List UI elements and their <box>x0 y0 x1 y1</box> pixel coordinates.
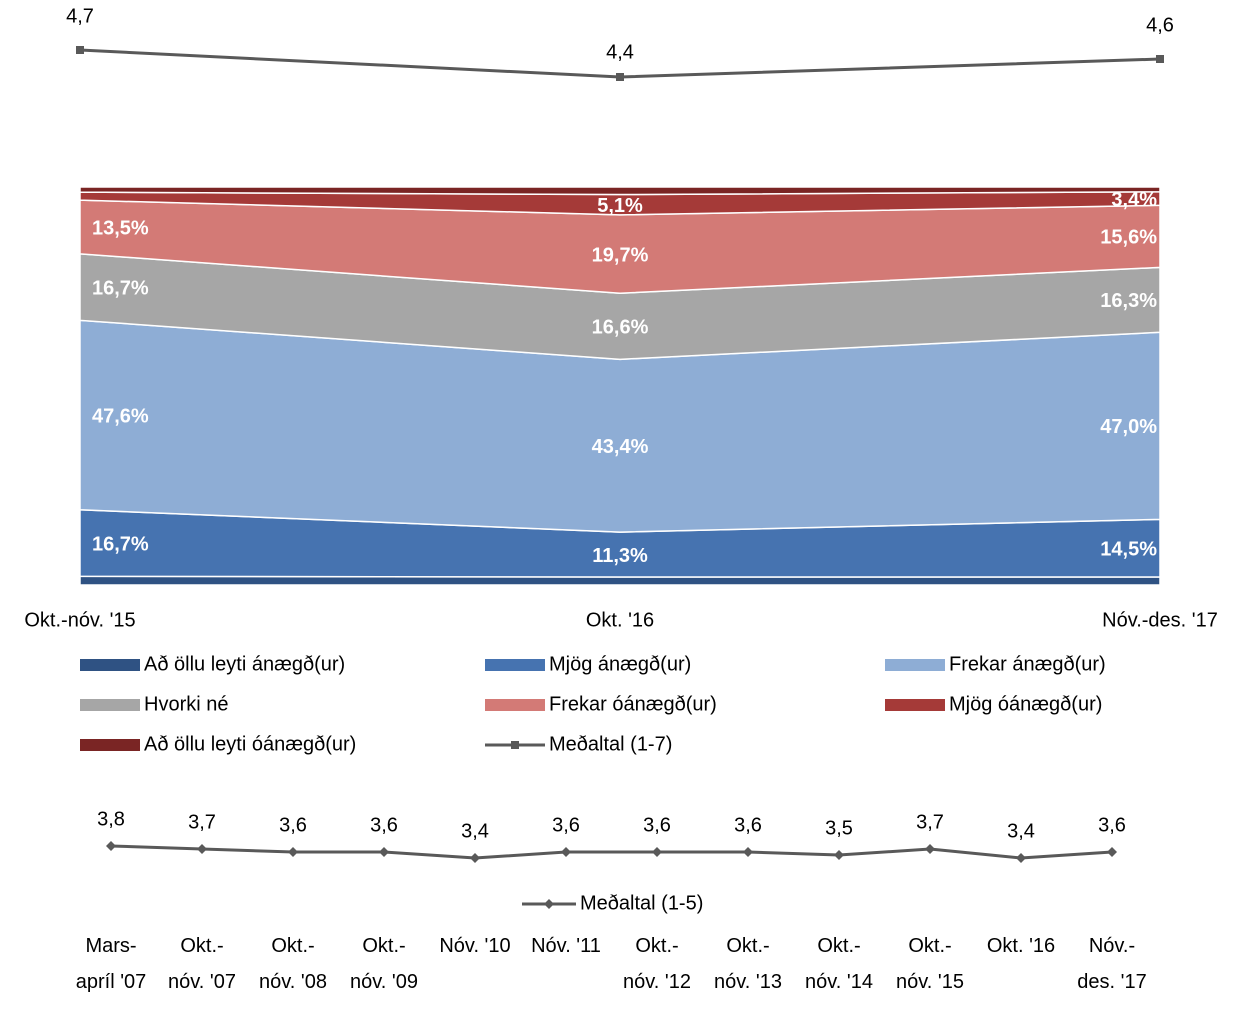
mean-label: 4,6 <box>1146 14 1174 36</box>
x-tick-label: Okt.- nóv. '08 <box>259 935 327 993</box>
legend-swatch <box>544 899 554 909</box>
legend-label: Frekar óánægð(ur) <box>549 693 717 715</box>
x-tick-label: Mars- apríl '07 <box>75 935 147 993</box>
data-label: 3,6 <box>370 814 398 836</box>
legend-swatch <box>485 659 545 671</box>
legend-swatch <box>885 699 945 711</box>
data-label: 47,6% <box>92 405 149 427</box>
legend-label: Mjög ánægð(ur) <box>549 653 691 675</box>
legend-label: Frekar ánægð(ur) <box>949 653 1106 675</box>
data-label: 16,7% <box>92 533 149 555</box>
line <box>110 844 1113 860</box>
x-tick-label: Nóv.- des. '17 <box>1077 935 1147 993</box>
mean-label: 4,4 <box>606 41 634 63</box>
marker <box>652 847 662 857</box>
marker <box>1016 853 1026 863</box>
data-label: 3,4% <box>1111 189 1157 211</box>
data-label: 11,3% <box>592 545 648 567</box>
data-label: 3,6 <box>1098 814 1126 836</box>
legend-swatch <box>80 659 140 671</box>
legend-label: Að öllu leyti óánægð(ur) <box>144 733 356 755</box>
mean-marker <box>76 46 84 54</box>
data-label: 3,6 <box>734 814 762 836</box>
marker <box>834 850 844 860</box>
data-label: 3,4 <box>1007 820 1035 842</box>
legend-label: Hvorki né <box>144 693 228 715</box>
data-label: 13,5% <box>92 217 149 239</box>
data-label: 16,6% <box>592 317 649 339</box>
x-tick-label: Okt.- nóv. '09 <box>350 935 418 993</box>
marker <box>197 844 207 854</box>
data-label: 16,7% <box>92 277 149 299</box>
mean-marker <box>1156 55 1164 63</box>
legend-label: Mjög óánægð(ur) <box>949 693 1102 715</box>
legend-swatch <box>885 659 945 671</box>
legend-swatch <box>485 699 545 711</box>
marker <box>561 847 571 857</box>
marker <box>743 847 753 857</box>
legend-swatch <box>80 699 140 711</box>
data-label: 3,7 <box>188 811 216 833</box>
x-tick-label: Okt. '16 <box>986 935 1056 957</box>
data-label: 3,6 <box>279 814 307 836</box>
data-label: 47,0% <box>1100 416 1157 438</box>
legend-label: Meðaltal (1-7) <box>549 733 672 755</box>
data-label: 3,5 <box>825 817 853 839</box>
data-label: 16,3% <box>1100 290 1157 312</box>
mean-label: 4,7 <box>66 5 94 27</box>
x-tick-label: Nóv. '10 <box>439 935 511 957</box>
marker <box>925 844 935 854</box>
x-tick-label: Nóv. '11 <box>531 935 601 957</box>
x-tick-label: Okt.- nóv. '14 <box>805 935 873 993</box>
data-label: 14,5% <box>1100 538 1157 560</box>
marker <box>288 847 298 857</box>
marker <box>106 841 116 851</box>
legend-swatch <box>80 739 140 751</box>
x-tick-label: Okt. '16 <box>586 609 654 631</box>
marker <box>379 847 389 857</box>
x-tick-label: Okt.- nóv. '15 <box>896 935 964 993</box>
data-label: 5,1% <box>597 195 643 217</box>
data-label: 3,4 <box>461 820 489 842</box>
data-label: 3,7 <box>916 811 944 833</box>
x-tick-label: Okt.- nóv. '07 <box>168 935 236 993</box>
data-label: 3,6 <box>552 814 580 836</box>
marker <box>1107 847 1117 857</box>
x-tick-label: Nóv.-des. '17 <box>1102 609 1218 631</box>
marker <box>470 853 480 863</box>
legend-label: Meðaltal (1-5) <box>580 892 703 914</box>
legend-label: Að öllu leyti ánægð(ur) <box>144 653 345 675</box>
legend-swatch <box>511 741 519 749</box>
x-tick-label: Okt.-nóv. '15 <box>24 609 135 631</box>
data-label: 43,4% <box>592 436 649 458</box>
data-label: 15,6% <box>1100 227 1157 249</box>
mean-marker <box>616 73 624 81</box>
x-tick-label: Okt.- nóv. '12 <box>623 935 691 993</box>
data-label: 3,8 <box>97 808 125 830</box>
data-label: 3,6 <box>643 814 671 836</box>
x-tick-label: Okt.- nóv. '13 <box>714 935 782 993</box>
area <box>79 186 1161 196</box>
data-label: 19,7% <box>592 244 649 266</box>
